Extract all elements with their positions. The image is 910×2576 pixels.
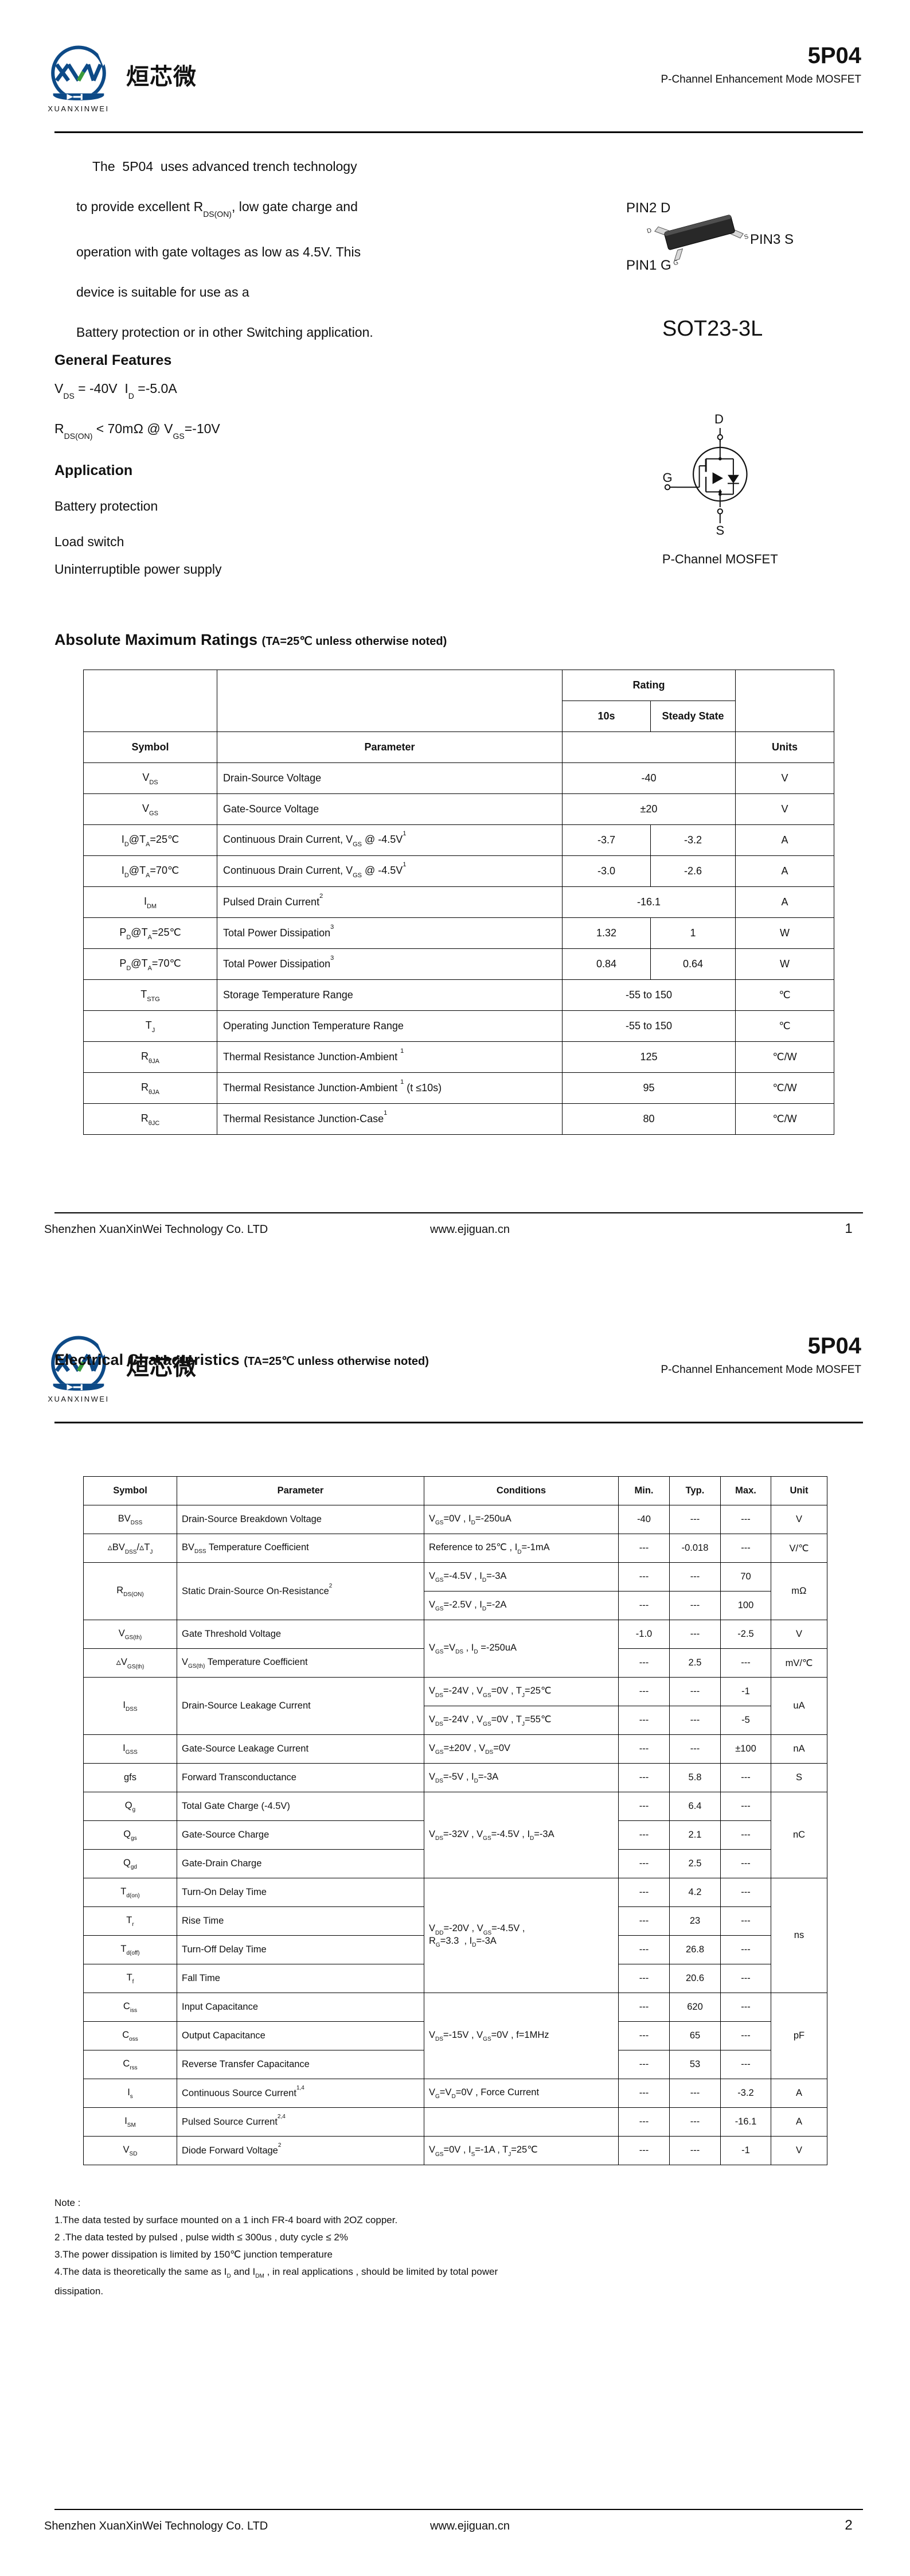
svg-text:S: S [743, 233, 749, 240]
svg-text:SOT23-3L: SOT23-3L [662, 317, 763, 341]
svg-text:G: G [673, 259, 679, 267]
svg-text:S: S [716, 523, 724, 538]
svg-text:PIN2 D: PIN2 D [626, 201, 670, 216]
svg-text:G: G [662, 470, 672, 485]
svg-text:D: D [646, 227, 653, 235]
svg-text:PIN1 G: PIN1 G [626, 258, 671, 273]
svg-text:P-Channel MOSFET: P-Channel MOSFET [662, 552, 778, 566]
svg-text:D: D [714, 412, 724, 426]
svg-text:PIN3 S: PIN3 S [750, 232, 794, 247]
